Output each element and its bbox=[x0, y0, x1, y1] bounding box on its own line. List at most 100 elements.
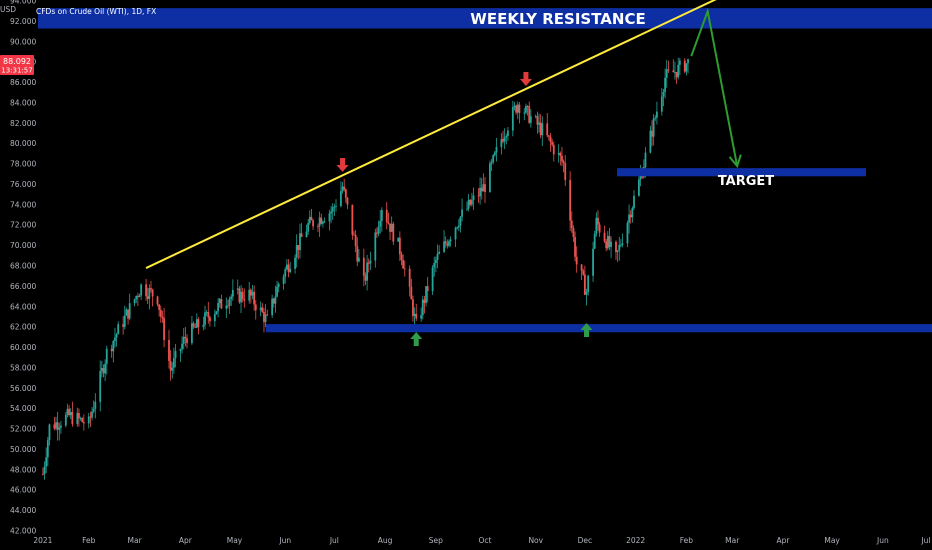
candle-body bbox=[662, 91, 665, 97]
candle-body bbox=[446, 243, 449, 246]
candle-body bbox=[587, 275, 590, 292]
candle-body bbox=[410, 286, 413, 300]
candle-body bbox=[173, 358, 175, 368]
candle-body bbox=[493, 152, 496, 156]
candle-body bbox=[551, 142, 554, 145]
candle-body bbox=[507, 130, 509, 137]
symbol-legend: CFDs on Crude Oil (WTI), 1D, FX bbox=[36, 7, 156, 16]
candle-body bbox=[115, 334, 118, 338]
candle-body bbox=[562, 161, 565, 163]
candle-body bbox=[490, 162, 493, 164]
candle-body bbox=[241, 291, 244, 299]
candle-body bbox=[615, 241, 617, 253]
candle-body bbox=[197, 319, 200, 327]
candle-body bbox=[420, 315, 423, 319]
candle-body bbox=[547, 135, 550, 137]
candle-body bbox=[387, 222, 390, 224]
candle-body bbox=[145, 284, 147, 297]
candle-body bbox=[654, 117, 657, 119]
candle-body bbox=[502, 139, 504, 142]
candle-body bbox=[161, 316, 164, 319]
candle-body bbox=[397, 237, 400, 242]
currency-label: USD bbox=[0, 5, 16, 14]
candle-body bbox=[353, 234, 355, 236]
candle-body bbox=[310, 216, 313, 221]
candle-body bbox=[264, 314, 267, 323]
candle-body bbox=[444, 241, 447, 244]
price-tick-label: 76.000 bbox=[10, 180, 36, 189]
candle-body bbox=[248, 289, 251, 301]
candle-body bbox=[380, 209, 383, 222]
price-tick-label: 60.000 bbox=[10, 343, 36, 352]
candle-body bbox=[58, 427, 61, 430]
candle-body bbox=[529, 116, 532, 123]
candle-body bbox=[55, 422, 57, 429]
candle-body bbox=[466, 208, 468, 210]
candle-body bbox=[400, 254, 403, 260]
candle-body bbox=[456, 227, 459, 229]
price-axis[interactable]: 94.00092.00090.00088.00086.00084.00082.0… bbox=[10, 0, 36, 536]
zone-band bbox=[617, 168, 866, 177]
candle-body bbox=[277, 283, 280, 287]
candle-body bbox=[572, 228, 575, 237]
candle-body bbox=[675, 71, 678, 78]
candle-body bbox=[82, 422, 85, 424]
candle-body bbox=[656, 111, 658, 118]
candle-body bbox=[174, 351, 177, 359]
candle-body bbox=[652, 118, 655, 137]
candle-body bbox=[225, 305, 228, 309]
candle-body bbox=[213, 314, 216, 322]
time-axis[interactable]: 2021 Feb Mar Apr May Jun Jul Aug Sep Oct Nov Dec 202… bbox=[33, 536, 930, 545]
candle-body bbox=[503, 137, 506, 142]
time-tick-label: May bbox=[227, 536, 243, 545]
candle-body bbox=[209, 317, 211, 322]
candle-body bbox=[597, 217, 599, 225]
candle-body bbox=[434, 259, 437, 264]
time-tick-label: 2021 bbox=[33, 536, 52, 545]
candle-body bbox=[92, 408, 95, 412]
candle-body bbox=[215, 311, 218, 315]
candle-body bbox=[425, 286, 427, 304]
candle-body bbox=[492, 155, 495, 163]
candle-body bbox=[138, 295, 141, 298]
price-tick-label: 94.000 bbox=[10, 0, 36, 6]
candle-body bbox=[104, 363, 107, 374]
price-tick-label: 68.000 bbox=[10, 262, 36, 271]
candle-body bbox=[621, 243, 624, 245]
candle-body bbox=[81, 418, 84, 423]
candle-body bbox=[629, 214, 632, 218]
candle-body bbox=[639, 174, 642, 180]
candle-body bbox=[285, 264, 288, 270]
candle-body bbox=[300, 233, 303, 237]
candle-body bbox=[231, 289, 234, 297]
projection-arrowhead bbox=[728, 154, 742, 169]
candle-body bbox=[125, 309, 128, 316]
candle-body bbox=[574, 236, 576, 257]
candle-body bbox=[495, 147, 498, 153]
candle-body bbox=[205, 312, 208, 313]
candle-body bbox=[569, 179, 572, 221]
price-tick-label: 58.000 bbox=[10, 363, 36, 372]
candle-body bbox=[220, 298, 223, 309]
price-tick-label: 62.000 bbox=[10, 323, 36, 332]
candle-body bbox=[513, 105, 516, 108]
candle-body bbox=[385, 209, 388, 223]
candle-body bbox=[528, 106, 531, 123]
candle-body bbox=[603, 232, 606, 242]
horizontal-zones bbox=[38, 8, 932, 333]
candle-body bbox=[53, 424, 56, 429]
candle-body bbox=[123, 315, 126, 327]
time-tick-label: Feb bbox=[680, 536, 694, 545]
candle-body bbox=[678, 60, 681, 65]
candle-body bbox=[564, 162, 567, 180]
candle-body bbox=[284, 269, 287, 277]
price-tick-label: 86.000 bbox=[10, 78, 36, 87]
candle-body bbox=[570, 220, 573, 229]
candle-body bbox=[575, 256, 578, 265]
candle-body bbox=[240, 291, 242, 303]
candle-body bbox=[140, 284, 143, 296]
candle-body bbox=[169, 360, 172, 371]
candle-body bbox=[69, 412, 72, 416]
time-tick-label: Dec bbox=[578, 536, 593, 545]
